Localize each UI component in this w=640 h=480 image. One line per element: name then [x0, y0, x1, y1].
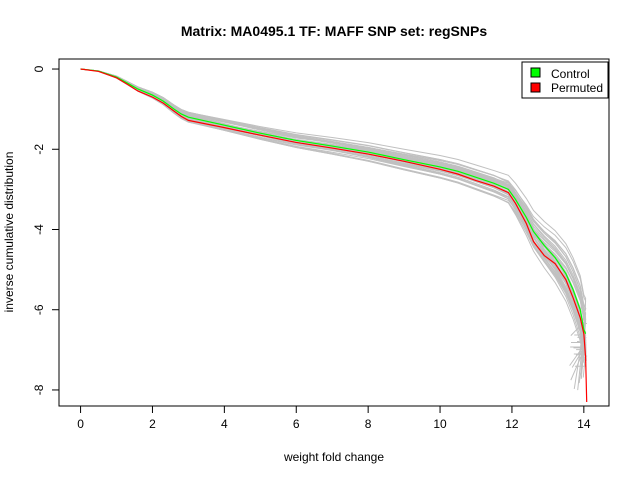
- x-tick-label: 14: [577, 417, 591, 431]
- y-tick-label: -2: [32, 144, 46, 155]
- y-tick-label: -6: [32, 304, 46, 315]
- background-series-line: [80, 68, 587, 330]
- x-tick-label: 12: [505, 417, 519, 431]
- legend-swatch-control: [530, 67, 541, 78]
- series-line-permuted: [80, 68, 588, 403]
- y-axis: 0 -2 -4 -6 -8: [32, 65, 60, 395]
- y-tick-label: -4: [32, 224, 46, 235]
- legend-swatch-permuted: [530, 82, 541, 93]
- legend-label-permuted: Permuted: [551, 81, 603, 95]
- y-tick-label: 0: [32, 65, 46, 72]
- main-series-group: [80, 68, 588, 403]
- x-tick-label: 8: [365, 417, 372, 431]
- x-axis-label: weight fold change: [283, 450, 384, 464]
- y-tick-label: -8: [32, 384, 46, 395]
- x-tick-label: 4: [221, 417, 228, 431]
- x-tick-label: 10: [433, 417, 447, 431]
- legend-label-control: Control: [551, 67, 590, 81]
- legend: Control Permuted: [521, 61, 609, 99]
- x-tick-label: 6: [293, 417, 300, 431]
- y-axis-label: inverse cumulative distribution: [2, 152, 16, 313]
- chart-title: Matrix: MA0495.1 TF: MAFF SNP set: regSN…: [181, 23, 487, 39]
- x-axis: 0 2 4 6 8 10 12 14: [77, 405, 591, 431]
- x-tick-label: 0: [77, 417, 84, 431]
- x-tick-label: 2: [149, 417, 156, 431]
- series-line-control: [80, 68, 587, 335]
